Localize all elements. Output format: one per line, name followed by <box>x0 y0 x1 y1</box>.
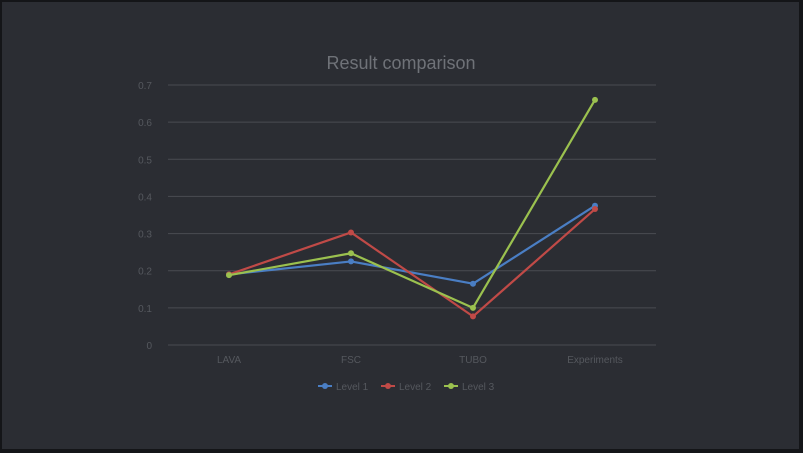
data-point <box>470 280 476 287</box>
y-tick-label: 0.3 <box>138 230 152 241</box>
data-point <box>348 258 354 265</box>
legend: Level 1 Level 2 Level 3 <box>318 382 495 393</box>
y-tick-label: 0.6 <box>138 118 152 129</box>
y-tick-label: 0.5 <box>138 155 152 166</box>
x-tick-label: LAVA <box>217 355 241 366</box>
legend-swatch-marker <box>385 383 391 389</box>
data-point <box>226 272 232 279</box>
legend-swatch-marker <box>322 383 328 389</box>
data-point <box>348 229 354 236</box>
series-group <box>226 96 598 320</box>
legend-label: Level 2 <box>399 382 432 393</box>
series-line <box>228 204 596 285</box>
data-point <box>592 206 598 213</box>
series-line <box>228 208 596 318</box>
y-tick-label: 0.7 <box>138 81 152 92</box>
legend-swatch-marker <box>448 383 454 389</box>
x-tick-label: FSC <box>341 355 361 366</box>
y-tick-label: 0 <box>146 341 152 352</box>
y-tick-label: 0.2 <box>138 267 152 278</box>
data-point <box>470 304 476 311</box>
legend-label: Level 3 <box>462 382 495 393</box>
data-point <box>592 96 598 103</box>
x-axis-ticks: LAVA FSC TUBO Experiments <box>217 355 623 366</box>
y-axis-ticks: 0 0.1 0.2 0.3 0.4 0.5 0.6 0.7 <box>138 81 152 352</box>
x-tick-label: Experiments <box>567 355 623 366</box>
chart-title: Result comparison <box>326 53 475 73</box>
x-tick-label: TUBO <box>459 355 487 366</box>
chart-frame <box>2 2 799 449</box>
data-point <box>470 313 476 320</box>
y-tick-label: 0.1 <box>138 304 152 315</box>
gridlines <box>168 84 656 346</box>
legend-label: Level 1 <box>336 382 369 393</box>
series-line <box>228 99 596 309</box>
data-point <box>348 250 354 257</box>
y-tick-label: 0.4 <box>138 192 152 203</box>
